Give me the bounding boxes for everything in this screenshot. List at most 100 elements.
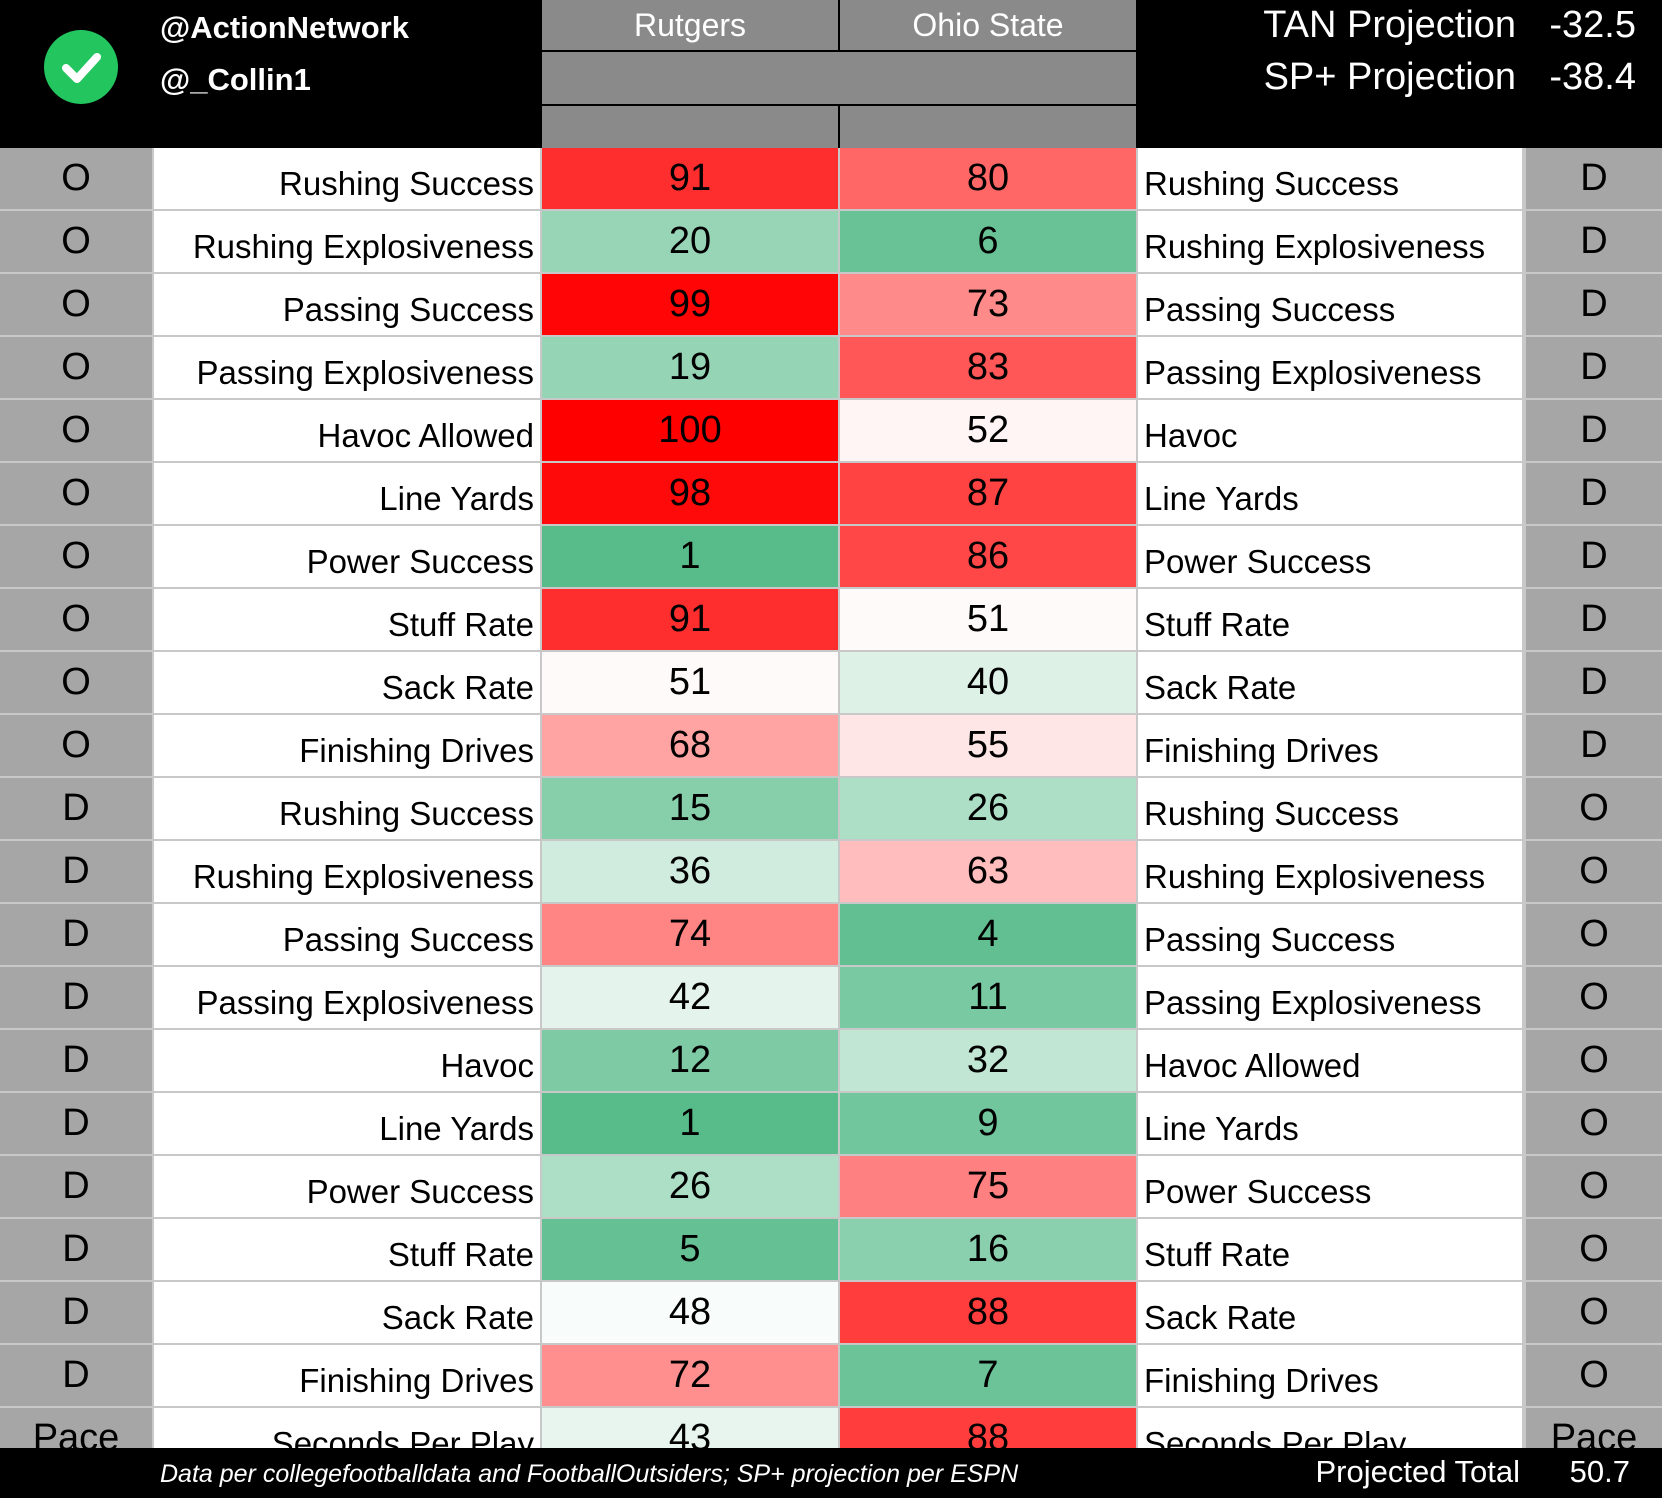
side-right-cell: O: [1526, 967, 1662, 1028]
value-cell-ohio-state: 63: [840, 841, 1136, 902]
projected-total-label: Projected Total: [1315, 1454, 1521, 1489]
header-spacer: [542, 52, 1136, 104]
value-cell-rutgers: 68: [542, 715, 838, 776]
value-cell-ohio-state: 80: [840, 148, 1136, 209]
metric-label-right: Power Success: [1138, 526, 1522, 587]
metric-label-right: Havoc: [1138, 400, 1522, 461]
metric-label-left: Havoc Allowed: [154, 400, 540, 461]
value-cell-ohio-state: 73: [840, 274, 1136, 335]
metric-label-right: Passing Success: [1138, 904, 1522, 965]
table-row: D Power Success 26 75 Power Success O: [0, 1156, 1662, 1217]
side-left-cell: D: [0, 1345, 152, 1406]
metric-label-left: Stuff Rate: [154, 1219, 540, 1280]
side-left-cell: O: [0, 337, 152, 398]
value-cell-rutgers: 72: [542, 1345, 838, 1406]
value-cell-rutgers: 19: [542, 337, 838, 398]
side-left-cell: O: [0, 148, 152, 209]
value-cell-rutgers: 91: [542, 148, 838, 209]
table-row: O Passing Explosiveness 19 83 Passing Explos…: [0, 337, 1662, 398]
metric-label-left: Passing Explosiveness: [154, 337, 540, 398]
table-row: D Finishing Drives 72 7 Finishing Drives O: [0, 1345, 1662, 1406]
value-cell-ohio-state: 40: [840, 652, 1136, 713]
side-right-cell: D: [1526, 211, 1662, 272]
side-left-cell: O: [0, 400, 152, 461]
metric-label-left: Passing Explosiveness: [154, 967, 540, 1028]
metric-label-left: Power Success: [154, 526, 540, 587]
metric-label-left: Power Success: [154, 1156, 540, 1217]
value-cell-rutgers: 74: [542, 904, 838, 965]
value-cell-rutgers: 26: [542, 1156, 838, 1217]
value-cell-ohio-state: 51: [840, 589, 1136, 650]
table-row: O Passing Success 99 73 Passing Success D: [0, 274, 1662, 335]
table-row: O Havoc Allowed 100 52 Havoc D: [0, 400, 1662, 461]
header-spacer-rutgers: [542, 106, 838, 148]
side-left-cell: D: [0, 778, 152, 839]
value-cell-rutgers: 91: [542, 589, 838, 650]
sp-projection-label: SP+ Projection: [1263, 56, 1516, 98]
value-cell-rutgers: 5: [542, 1219, 838, 1280]
value-cell-rutgers: 100: [542, 400, 838, 461]
metric-label-right: Sack Rate: [1138, 652, 1522, 713]
value-cell-ohio-state: 7: [840, 1345, 1136, 1406]
table-row: D Rushing Success 15 26 Rushing Success O: [0, 778, 1662, 839]
metric-label-right: Power Success: [1138, 1156, 1522, 1217]
side-right-cell: D: [1526, 400, 1662, 461]
table-row: O Rushing Explosiveness 20 6 Rushing Explosi…: [0, 211, 1662, 272]
side-right-cell: O: [1526, 1030, 1662, 1091]
table-row: D Line Yards 1 9 Line Yards O: [0, 1093, 1662, 1154]
side-right-cell: O: [1526, 841, 1662, 902]
value-cell-ohio-state: 26: [840, 778, 1136, 839]
metric-label-left: Finishing Drives: [154, 1345, 540, 1406]
side-left-cell: D: [0, 1219, 152, 1280]
metric-label-right: Finishing Drives: [1138, 715, 1522, 776]
side-right-cell: O: [1526, 904, 1662, 965]
side-right-cell: O: [1526, 1345, 1662, 1406]
metric-label-left: Sack Rate: [154, 652, 540, 713]
tan-projection-label: TAN Projection: [1263, 4, 1516, 46]
side-left-cell: D: [0, 1156, 152, 1217]
side-right-cell: D: [1526, 715, 1662, 776]
side-right-cell: D: [1526, 274, 1662, 335]
value-cell-ohio-state: 86: [840, 526, 1136, 587]
value-cell-ohio-state: 87: [840, 463, 1136, 524]
metric-label-right: Finishing Drives: [1138, 1345, 1522, 1406]
side-right-cell: O: [1526, 778, 1662, 839]
value-cell-ohio-state: 4: [840, 904, 1136, 965]
metric-label-right: Sack Rate: [1138, 1282, 1522, 1343]
side-right-cell: O: [1526, 1282, 1662, 1343]
side-left-cell: D: [0, 841, 152, 902]
header: @ActionNetwork @_Collin1 Rutgers Ohio St…: [0, 0, 1662, 148]
projected-total-value: 50.7: [1569, 1454, 1630, 1489]
handle-action-network: @ActionNetwork: [160, 10, 409, 45]
metric-label-right: Rushing Explosiveness: [1138, 841, 1522, 902]
metric-label-left: Sack Rate: [154, 1282, 540, 1343]
side-right-cell: D: [1526, 652, 1662, 713]
table-row: D Rushing Explosiveness 36 63 Rushing Explos…: [0, 841, 1662, 902]
metric-label-left: Havoc: [154, 1030, 540, 1091]
side-right-cell: O: [1526, 1093, 1662, 1154]
value-cell-rutgers: 12: [542, 1030, 838, 1091]
side-left-cell: D: [0, 967, 152, 1028]
metric-label-left: Passing Success: [154, 274, 540, 335]
table-row: D Stuff Rate 5 16 Stuff Rate O: [0, 1219, 1662, 1280]
side-right-cell: D: [1526, 337, 1662, 398]
metric-label-left: Line Yards: [154, 1093, 540, 1154]
value-cell-rutgers: 48: [542, 1282, 838, 1343]
side-right-cell: D: [1526, 463, 1662, 524]
value-cell-rutgers: 98: [542, 463, 838, 524]
side-right-cell: O: [1526, 1156, 1662, 1217]
source-note: Data per collegefootballdata and Footbal…: [160, 1460, 1019, 1488]
metric-label-right: Rushing Explosiveness: [1138, 211, 1522, 272]
metric-label-right: Stuff Rate: [1138, 589, 1522, 650]
metric-label-left: Rushing Explosiveness: [154, 211, 540, 272]
metric-label-right: Passing Explosiveness: [1138, 967, 1522, 1028]
side-left-cell: O: [0, 211, 152, 272]
team-header-rutgers: Rutgers: [542, 0, 838, 50]
value-cell-rutgers: 42: [542, 967, 838, 1028]
value-cell-rutgers: 51: [542, 652, 838, 713]
metric-label-left: Rushing Success: [154, 148, 540, 209]
metric-label-right: Stuff Rate: [1138, 1219, 1522, 1280]
metric-label-right: Passing Explosiveness: [1138, 337, 1522, 398]
table-row: D Havoc 12 32 Havoc Allowed O: [0, 1030, 1662, 1091]
table-row: O Stuff Rate 91 51 Stuff Rate D: [0, 589, 1662, 650]
